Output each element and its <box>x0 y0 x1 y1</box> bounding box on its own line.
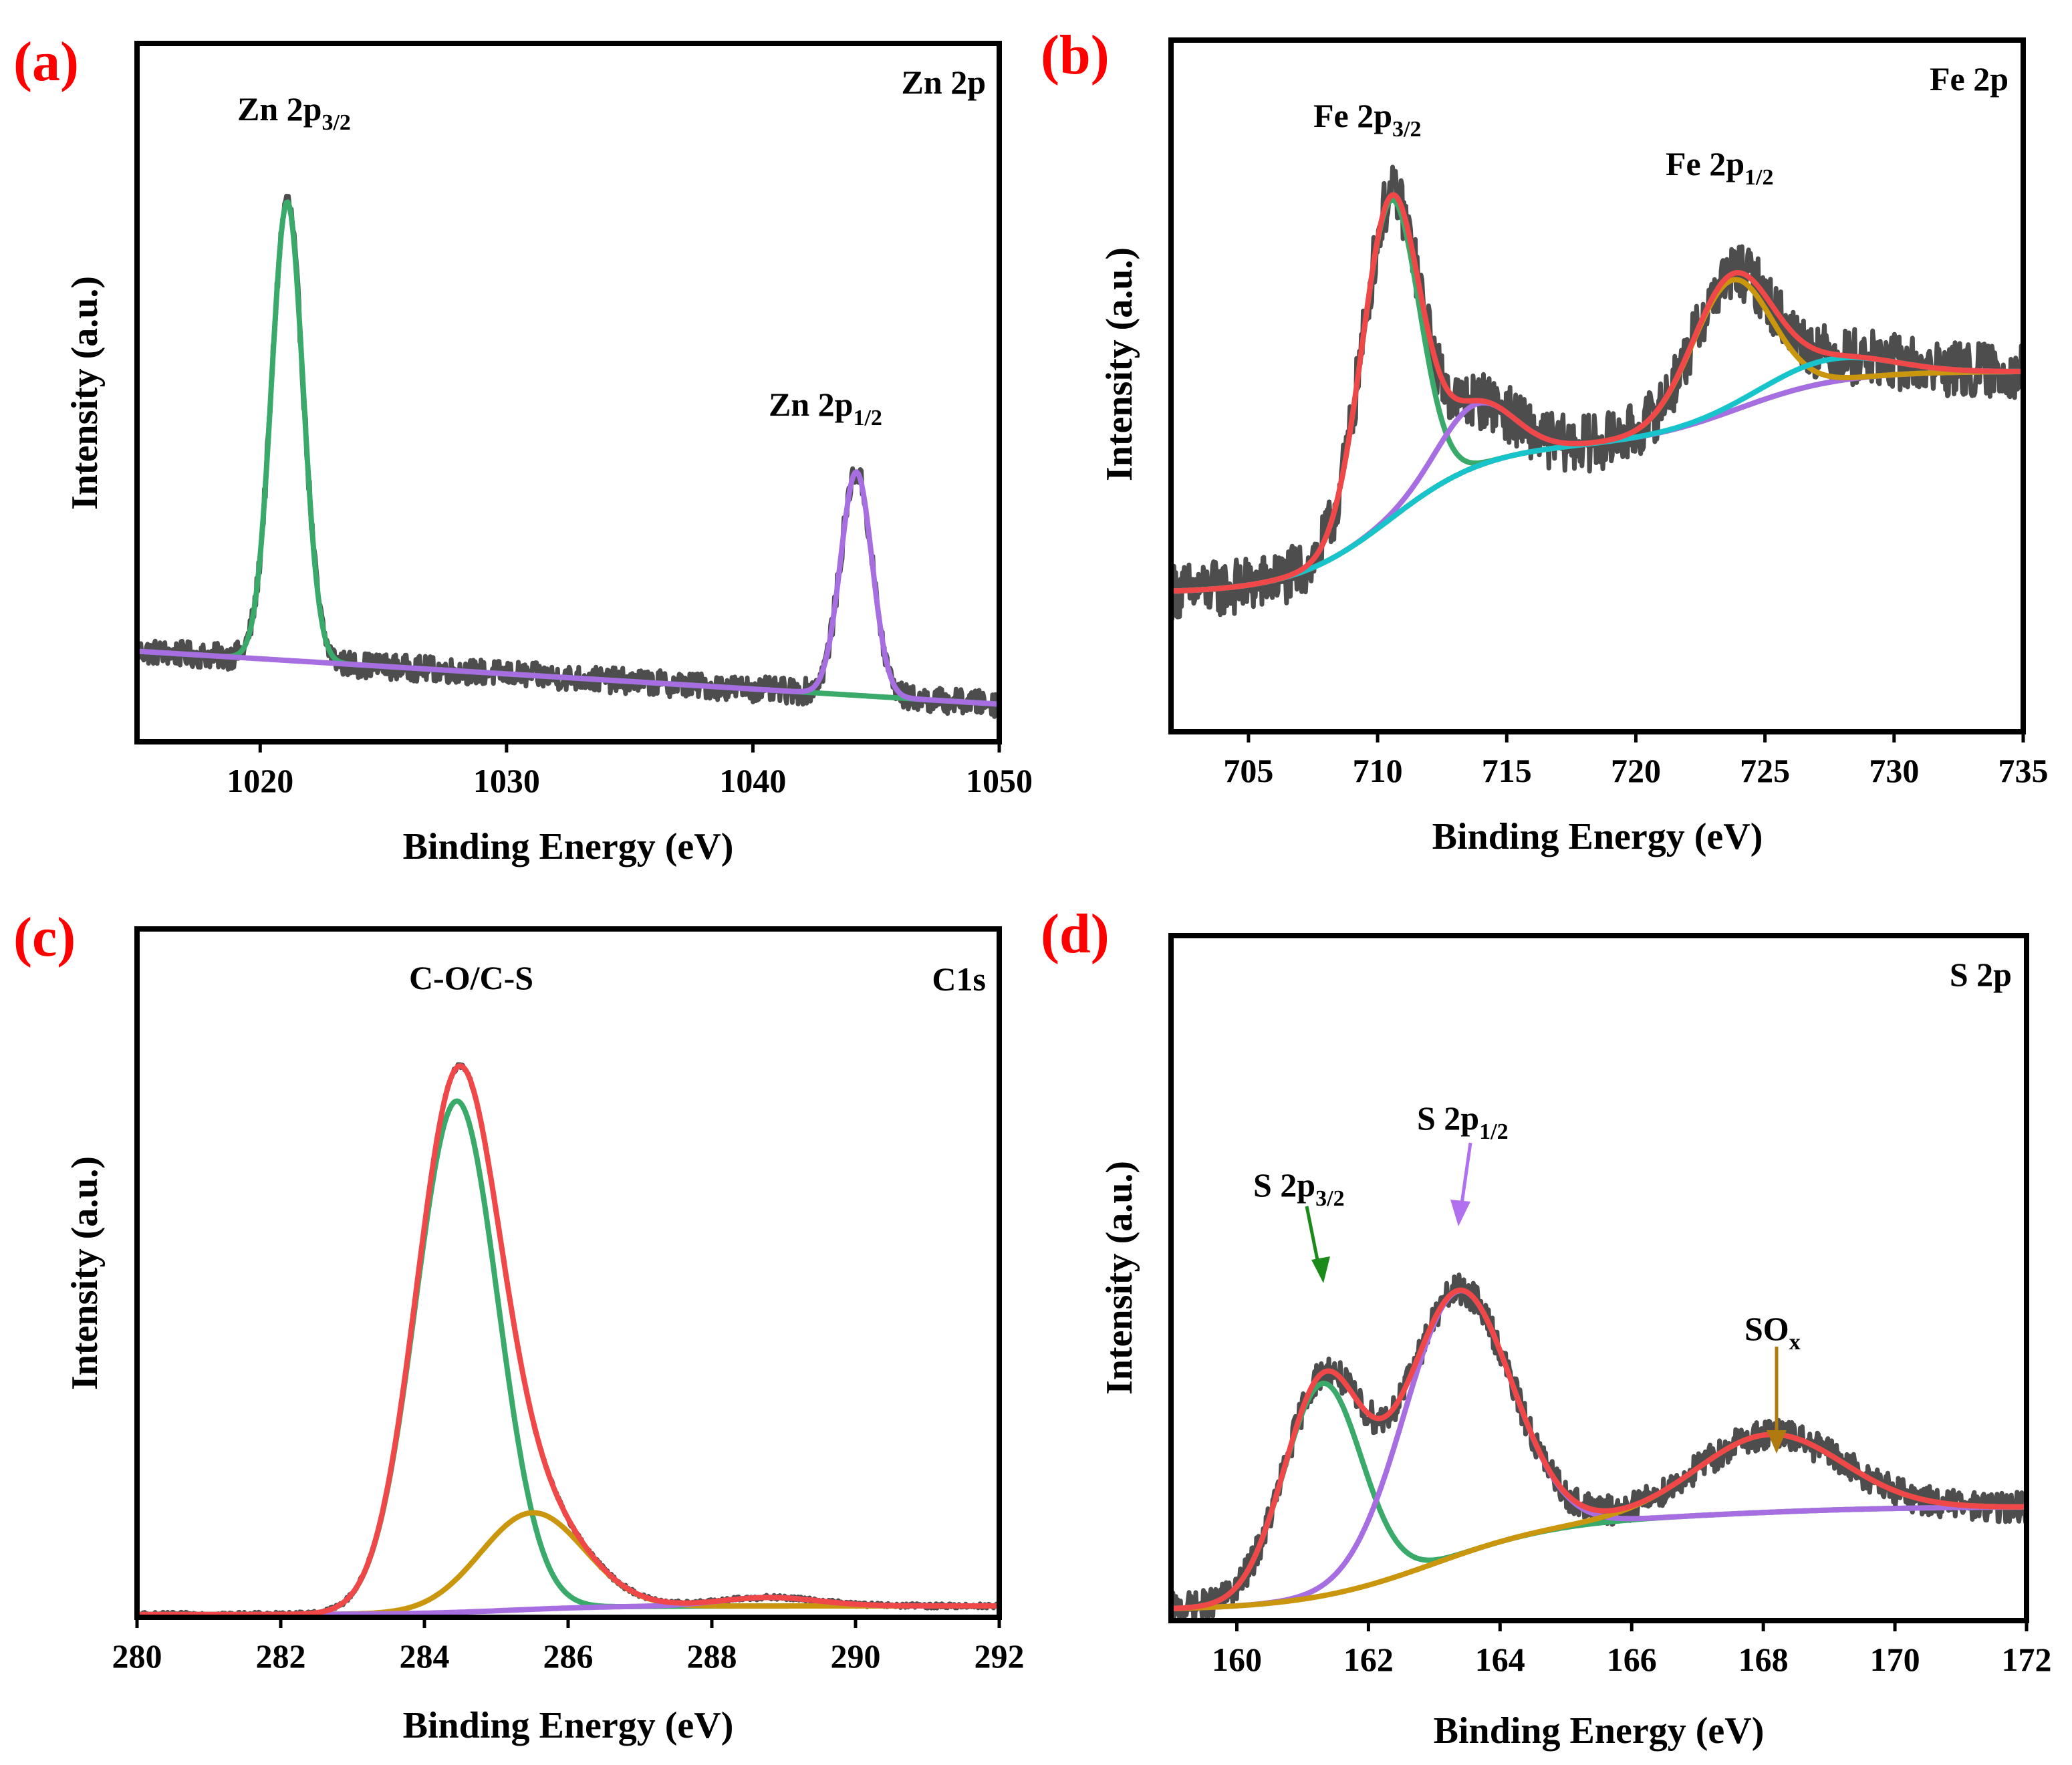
x-tick-label: 1040 <box>719 762 786 799</box>
spectrum-series-layer <box>1171 164 2023 622</box>
peak-label-zn-2p3-2: Zn 2p3/2 <box>237 90 351 135</box>
fit-component-green <box>137 199 999 707</box>
peak-label-sub: 1/2 <box>1479 1119 1508 1144</box>
axis-ticks: 705 710 715 720 725 730 735 <box>1223 732 2049 789</box>
peak-label-main: C-O/C-S <box>409 959 533 996</box>
x-tick-label: 160 <box>1212 1641 1262 1678</box>
x-tick-label: 168 <box>1738 1641 1789 1678</box>
panel-label: (a) <box>13 31 79 93</box>
peak-label-sub: x <box>1789 1330 1801 1355</box>
x-tick-label: 162 <box>1343 1641 1394 1678</box>
panel-label: (d) <box>1041 903 1110 965</box>
fit-component-purple <box>137 469 999 707</box>
panel-fe-2p: 705 710 715 720 725 730 735 (b) Fe 2p Binding … <box>1041 24 2049 857</box>
plot-area <box>137 193 999 719</box>
plot-frame <box>134 41 1002 744</box>
x-tick-label: 292 <box>975 1637 1025 1675</box>
fit-envelope-line <box>1171 1287 2027 1611</box>
y-axis-title: Intensity (a.u.) <box>1099 1161 1140 1395</box>
peak-label-main: S 2p <box>1253 1166 1315 1204</box>
panel-title: Fe 2p <box>1930 60 2009 98</box>
x-tick-label: 166 <box>1607 1641 1657 1678</box>
peak-label-s-2p1-2: S 2p1/2 <box>1417 1099 1509 1144</box>
x-tick-label: 282 <box>256 1637 306 1675</box>
x-axis-title: Binding Energy (eV) <box>403 1705 734 1746</box>
spectrum-series-layer <box>137 193 999 719</box>
raw-spectrum-line <box>1171 1272 2027 1621</box>
arrow-head-sox <box>1767 1430 1787 1454</box>
x-tick-label: 715 <box>1482 752 1532 789</box>
spectrum-series-layer <box>1171 1272 2027 1621</box>
x-tick-label: 705 <box>1223 752 1273 789</box>
panel-zn-2p: 1020 1030 1040 1050 (a) Zn 2p Binding Energ… <box>13 31 1033 867</box>
x-tick-label: 280 <box>112 1637 162 1675</box>
x-tick-label: 288 <box>687 1637 737 1675</box>
x-tick-label: 290 <box>831 1637 881 1675</box>
plot-area <box>1171 164 2023 622</box>
plot-frame <box>1168 933 2029 1623</box>
peak-label-sub: 1/2 <box>1744 165 1773 190</box>
fit-component-green <box>137 1098 999 1617</box>
peak-label-main: S 2p <box>1417 1099 1479 1137</box>
peak-label-main: SO <box>1744 1310 1789 1347</box>
x-tick-label: 1030 <box>473 762 540 799</box>
peak-label-sub: 3/2 <box>1315 1186 1344 1211</box>
peak-label-main: Fe 2p <box>1313 97 1392 134</box>
x-tick-label: 725 <box>1740 752 1790 789</box>
arrow-head-s-2p3-2 <box>1311 1256 1330 1283</box>
peak-label-fe-2p3-2: Fe 2p3/2 <box>1313 97 1422 142</box>
peak-label-c-o-c-s: C-O/C-S <box>409 959 533 996</box>
y-axis-title: Intensity (a.u.) <box>64 276 106 510</box>
axis-ticks: 1020 1030 1040 1050 <box>227 742 1033 799</box>
panel-title: Zn 2p <box>902 63 986 101</box>
panel-c1s: 280 282 284 286 288 290 292 (c) C1s Binding En… <box>13 906 1025 1746</box>
panel-label: (c) <box>13 906 76 968</box>
x-tick-label: 710 <box>1353 752 1403 789</box>
x-tick-label: 172 <box>2002 1641 2052 1678</box>
x-tick-label: 164 <box>1475 1641 1525 1678</box>
fit-component-purple <box>1171 1288 2027 1611</box>
x-tick-label: 286 <box>543 1637 594 1675</box>
peak-label-sub: 3/2 <box>321 110 350 135</box>
peak-label-main: Zn 2p <box>769 386 853 423</box>
x-tick-label: 720 <box>1611 752 1661 789</box>
peak-label-sub: 1/2 <box>853 406 882 430</box>
peak-label-zn-2p1-2: Zn 2p1/2 <box>769 386 882 430</box>
panel-title: C1s <box>932 960 986 998</box>
x-axis-title: Binding Energy (eV) <box>403 826 734 867</box>
peak-label-sox: SOx <box>1744 1310 1801 1355</box>
panel-s-2p: 160 162 164 166 168 170 172 (d) S 2p Binding E… <box>1041 903 2052 1752</box>
x-tick-label: 735 <box>1998 752 2049 789</box>
x-tick-label: 1050 <box>966 762 1033 799</box>
peak-label-main: Zn 2p <box>237 90 321 128</box>
x-axis-title: Binding Energy (eV) <box>1434 1710 1765 1752</box>
raw-spectrum-line <box>1171 164 2023 622</box>
plot-area <box>137 1062 999 1617</box>
panel-title: S 2p <box>1950 956 2012 993</box>
plot-area <box>1171 1272 2027 1621</box>
spectrum-series-layer <box>137 1062 999 1617</box>
axis-ticks: 280 282 284 286 288 290 292 <box>112 1617 1025 1675</box>
y-axis-title: Intensity (a.u.) <box>1099 247 1140 481</box>
peak-label-sub: 3/2 <box>1392 117 1421 142</box>
axis-ticks: 160 162 164 166 168 170 172 <box>1212 1621 2052 1678</box>
panel-label: (b) <box>1041 24 1110 86</box>
peak-label-main: Fe 2p <box>1666 145 1744 182</box>
fit-component-gold <box>137 1510 999 1617</box>
peak-label-s-2p3-2: S 2p3/2 <box>1253 1166 1345 1211</box>
fit-component-green <box>1171 197 2023 594</box>
arrow-head-s-2p1-2 <box>1450 1200 1470 1226</box>
fit-envelope-line <box>1171 192 2023 594</box>
x-tick-label: 284 <box>400 1637 450 1675</box>
plot-frame <box>1168 37 2026 734</box>
x-tick-label: 1020 <box>227 762 293 799</box>
y-axis-title: Intensity (a.u.) <box>64 1156 106 1390</box>
x-tick-label: 730 <box>1869 752 1919 789</box>
x-tick-label: 170 <box>1870 1641 1920 1678</box>
x-axis-title: Binding Energy (eV) <box>1432 816 1763 857</box>
fit-envelope-line <box>137 1063 999 1617</box>
peak-label-fe-2p1-2: Fe 2p1/2 <box>1666 145 1774 190</box>
